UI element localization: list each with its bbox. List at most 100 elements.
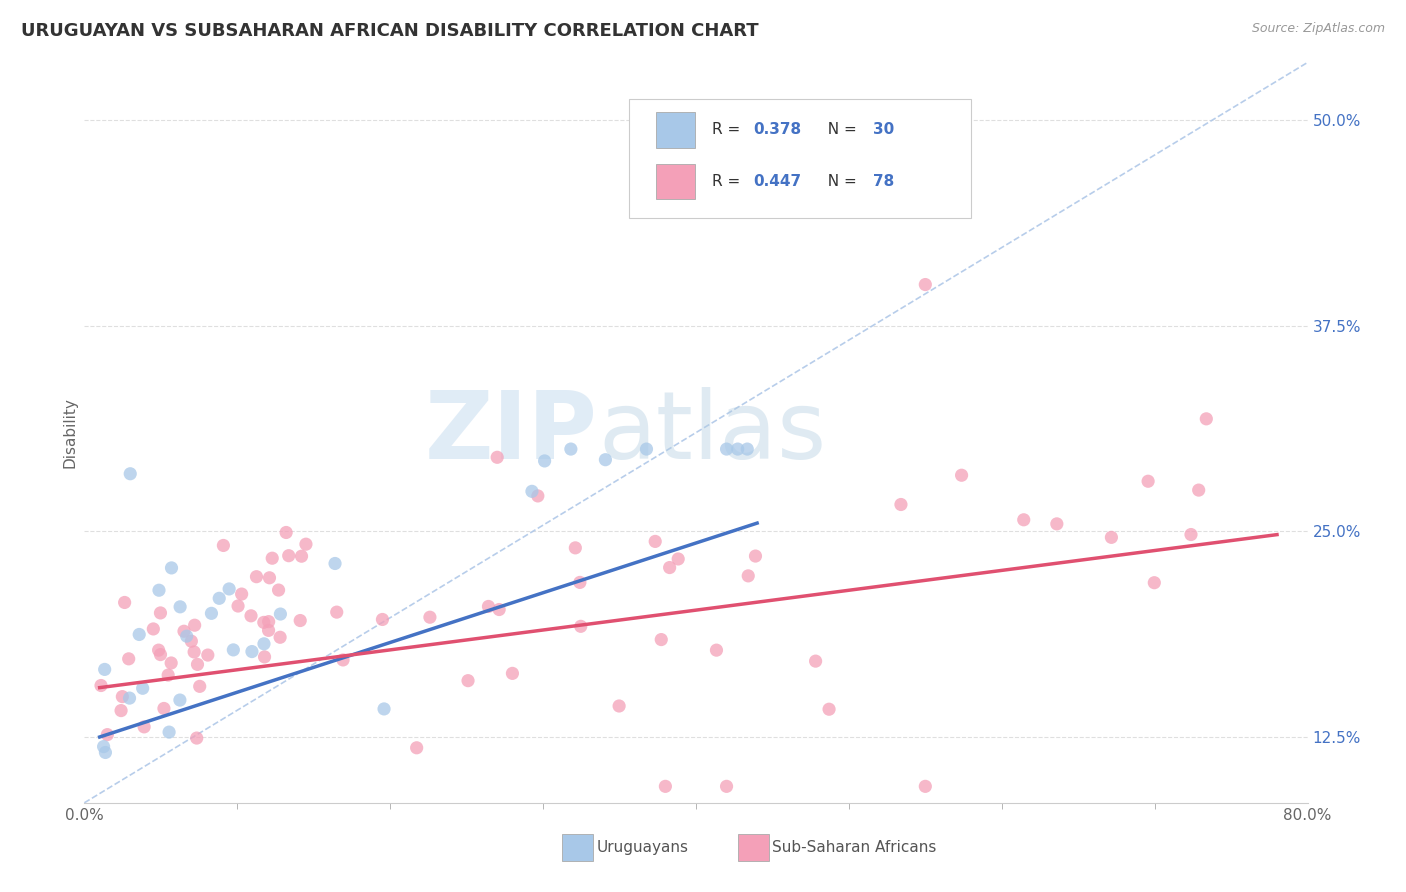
Point [262,551,284,566]
Point [240,608,263,623]
Point [716,442,738,456]
Point [277,549,299,563]
Point [257,615,280,629]
Point [257,624,280,638]
Point [180,634,202,648]
Text: Sub-Saharan Africans: Sub-Saharan Africans [772,840,936,855]
Point [564,541,586,555]
Point [501,666,523,681]
Point [153,701,176,715]
Text: N =: N = [818,174,862,189]
Point [157,668,180,682]
Bar [655,164,695,200]
Point [569,619,592,633]
Point [295,537,318,551]
Point [527,489,550,503]
Point [735,442,758,456]
Text: 30: 30 [873,122,894,137]
Point [269,607,291,621]
Point [269,630,291,644]
Point [176,629,198,643]
Text: N =: N = [818,122,862,137]
Point [290,549,312,564]
Point [804,654,827,668]
Point [253,649,276,664]
Point [128,627,150,641]
Point [218,582,240,596]
Point [650,632,672,647]
Point [90,679,112,693]
Point [950,468,973,483]
Point [520,484,543,499]
Point [131,681,153,696]
Point [149,648,172,662]
Point [818,702,841,716]
Text: 78: 78 [873,174,894,189]
Point [94,746,117,760]
Point [96,728,118,742]
Point [666,552,689,566]
FancyBboxPatch shape [628,99,972,218]
Point [486,450,509,465]
Point [595,452,617,467]
Point [568,575,591,590]
Y-axis label: Disability: Disability [62,397,77,468]
Point [231,587,253,601]
Point [183,618,205,632]
Text: Source: ZipAtlas.com: Source: ZipAtlas.com [1251,22,1385,36]
Point [914,780,936,794]
Point [477,599,499,614]
Point [276,525,298,540]
Point [1180,527,1202,541]
Point [419,610,441,624]
Point [160,656,183,670]
Point [371,612,394,626]
Point [636,442,658,456]
Text: atlas: atlas [598,386,827,479]
Point [157,725,180,739]
Point [186,657,208,672]
Bar [655,112,695,147]
Point [111,690,134,704]
Point [253,615,276,630]
Point [134,720,156,734]
Text: URUGUAYAN VS SUBSAHARAN AFRICAN DISABILITY CORRELATION CHART: URUGUAYAN VS SUBSAHARAN AFRICAN DISABILI… [21,22,759,40]
Text: R =: R = [711,122,745,137]
Point [1195,412,1218,426]
Point [267,583,290,598]
Point [148,583,170,598]
Point [114,595,136,609]
Point [212,538,235,552]
Point [457,673,479,688]
Point [149,606,172,620]
Point [727,442,749,456]
Point [654,780,676,794]
Point [173,624,195,639]
Text: Uruguayans: Uruguayans [596,840,688,855]
Point [222,643,245,657]
Point [716,780,738,794]
Point [658,560,681,574]
Point [245,570,267,584]
Point [197,648,219,662]
Point [186,731,208,745]
Point [118,691,141,706]
Point [326,605,349,619]
Point [183,645,205,659]
Point [706,643,728,657]
Point [259,571,281,585]
Point [1143,575,1166,590]
Point [169,599,191,614]
Text: 0.447: 0.447 [754,174,801,189]
Point [914,277,936,292]
Point [332,653,354,667]
Point [405,740,427,755]
Point [148,643,170,657]
Point [253,637,276,651]
Point [323,557,346,571]
Point [226,599,249,613]
Point [488,602,510,616]
Point [160,561,183,575]
Point [1188,483,1211,497]
Point [1046,516,1069,531]
